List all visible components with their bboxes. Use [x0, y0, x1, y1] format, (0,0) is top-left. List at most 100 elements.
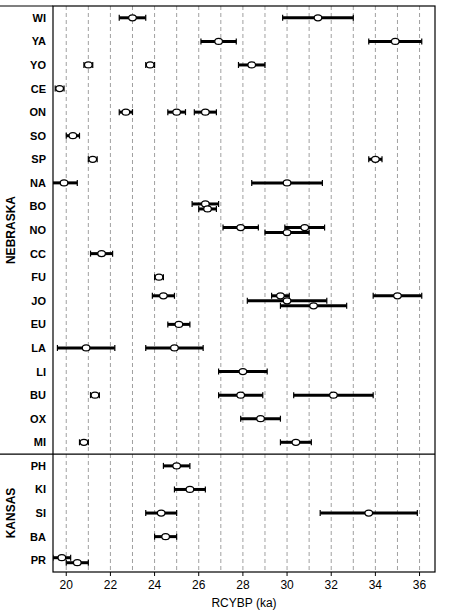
error-cap: [176, 510, 177, 516]
tick: [331, 572, 332, 576]
error-cap: [293, 392, 294, 398]
row-label: NO: [30, 224, 47, 236]
error-cap: [258, 225, 259, 231]
error-cap: [198, 206, 199, 212]
point: [257, 416, 265, 422]
error-cap: [309, 230, 310, 236]
point: [160, 293, 168, 299]
point: [175, 321, 183, 327]
error-cap: [57, 345, 58, 351]
point: [171, 345, 179, 351]
tick-label: 20: [60, 578, 74, 592]
error-cap: [222, 225, 223, 231]
point: [202, 109, 210, 115]
point: [314, 15, 322, 21]
grid-line: [66, 6, 67, 572]
row-label: BA: [30, 531, 46, 543]
x-label: RCYBP (ka): [211, 596, 276, 610]
grid-line: [287, 6, 288, 572]
row-label: PH: [31, 460, 46, 472]
error-cap: [114, 345, 115, 351]
error-cap: [320, 510, 321, 516]
grid-line: [331, 6, 332, 572]
row-label: MI: [34, 436, 46, 448]
error-cap: [203, 345, 204, 351]
tick-label: 32: [325, 578, 339, 592]
error-cap: [189, 321, 190, 327]
grid-line: [353, 6, 354, 572]
error-cap: [264, 62, 265, 68]
grid-line: [264, 6, 265, 572]
tick-label: 30: [280, 578, 294, 592]
tick-label: 28: [236, 578, 250, 592]
error-cap: [88, 560, 89, 566]
grid-line: [88, 6, 89, 572]
point: [301, 225, 309, 231]
error-cap: [324, 225, 325, 231]
point: [365, 510, 373, 516]
row-label: NA: [30, 177, 46, 189]
row-label: KI: [35, 483, 46, 495]
error-cap: [280, 303, 281, 309]
error-cap: [264, 230, 265, 236]
error-cap: [421, 38, 422, 44]
tick: [287, 572, 288, 576]
error-cap: [77, 180, 78, 186]
point: [173, 109, 181, 115]
point: [394, 293, 402, 299]
error-cap: [194, 109, 195, 115]
grid: [66, 6, 419, 572]
point: [122, 109, 130, 115]
point: [98, 251, 106, 257]
point: [391, 38, 399, 44]
panel-divider: [0, 453, 435, 454]
error-cap: [90, 251, 91, 257]
grid-line: [309, 6, 310, 572]
tick-label: 24: [148, 578, 162, 592]
error-cap: [236, 38, 237, 44]
grid-line: [220, 6, 221, 572]
error-cap: [251, 180, 252, 186]
error-cap: [353, 15, 354, 21]
error-cap: [373, 293, 374, 299]
error-cap: [200, 38, 201, 44]
point: [56, 86, 64, 92]
error-cap: [216, 206, 217, 212]
grid-line: [176, 6, 177, 572]
row-label: YO: [30, 59, 46, 71]
tick: [198, 572, 199, 576]
point: [283, 230, 291, 236]
error-cap: [119, 15, 120, 21]
row-label: LA: [31, 342, 46, 354]
grid-line: [154, 6, 155, 572]
point: [60, 180, 68, 186]
point: [89, 156, 97, 162]
error-cap: [66, 560, 67, 566]
point: [292, 439, 300, 445]
panel-label: NEBRASKA: [4, 196, 18, 264]
point: [248, 62, 256, 68]
error-cap: [70, 555, 71, 561]
error-cap: [163, 463, 164, 469]
error-cap: [218, 201, 219, 207]
tick-label: 34: [369, 578, 383, 592]
grid-line: [132, 6, 133, 572]
point: [157, 510, 165, 516]
point: [277, 293, 285, 299]
point: [155, 274, 163, 280]
error-cap: [218, 392, 219, 398]
error-cap: [381, 156, 382, 162]
error-cap: [167, 109, 168, 115]
point: [162, 534, 170, 540]
point: [283, 180, 291, 186]
point: [372, 156, 380, 162]
tick: [419, 572, 420, 576]
error-cap: [417, 510, 418, 516]
grid-line: [110, 6, 111, 572]
error-cap: [192, 201, 193, 207]
error-cap: [167, 321, 168, 327]
error-cap: [132, 109, 133, 115]
error-cap: [145, 510, 146, 516]
point: [204, 206, 212, 212]
row-label: FU: [31, 271, 46, 283]
